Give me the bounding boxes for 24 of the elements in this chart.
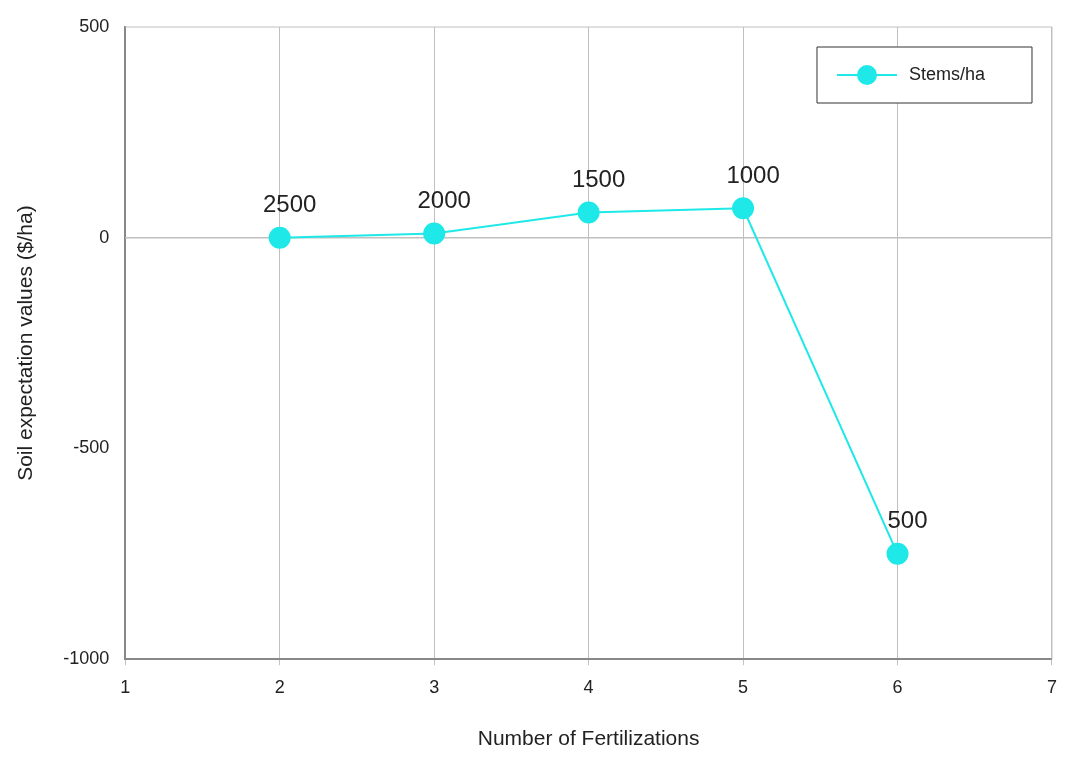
annotation: 2000	[417, 186, 471, 214]
annotation: 1000	[726, 160, 780, 188]
point	[423, 222, 446, 245]
point	[732, 197, 755, 220]
annotation: 1500	[571, 165, 626, 193]
x-axis-title: Number of Fertilizations	[477, 726, 700, 750]
legend-label: Stems/ha	[908, 63, 987, 84]
annotation: 500	[887, 506, 928, 534]
y-axis-title: Soil expectation values ($/ha)	[13, 205, 37, 481]
x-tick-label: 7	[1046, 676, 1057, 697]
y-tick-label: 500	[79, 15, 110, 36]
x-tick-label: 5	[738, 676, 749, 697]
y-tick-label: 0	[99, 226, 110, 247]
x-tick-label: 6	[892, 676, 903, 697]
x-tick-label: 1	[120, 676, 131, 697]
point	[886, 542, 909, 565]
x-tick-label: 2	[274, 676, 285, 697]
x-tick-label: 3	[429, 676, 440, 697]
y-tick-label: -1000	[63, 648, 110, 669]
annotation: 2500	[263, 190, 317, 218]
y-tick-label: -500	[73, 437, 110, 458]
point	[268, 226, 291, 249]
x-tick-label: 4	[583, 676, 594, 697]
point	[577, 201, 600, 224]
